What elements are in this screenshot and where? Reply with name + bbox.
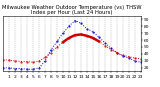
Title: Milwaukee Weather Outdoor Temperature (vs) THSW Index per Hour (Last 24 Hours): Milwaukee Weather Outdoor Temperature (v… [2, 5, 142, 15]
